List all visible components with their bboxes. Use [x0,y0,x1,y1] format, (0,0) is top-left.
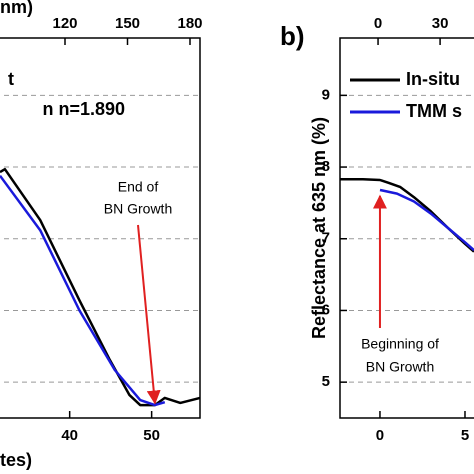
annotation: Beginning of [361,336,439,352]
data-line [379,188,474,252]
data-line [0,174,166,407]
annotation: BN Growth [366,359,434,375]
annotation: BN Growth [104,201,172,217]
axis-label: tes) [0,450,32,470]
legend-label: t [8,69,14,89]
y-tick-label: 9 [322,86,330,103]
x2-tick-label: 120 [52,15,77,32]
legend-label: In-situ [406,69,460,89]
legend-label: TMM s [406,101,462,121]
x-tick-label: 5 [461,427,469,444]
plot-frame [339,37,474,419]
y-tick-label: 5 [322,373,330,390]
data-line [0,167,201,407]
x2-tick-label: 150 [115,15,140,32]
y-tick-label: 7 [322,230,330,247]
annotation: End of [118,179,159,195]
x2-tick-label: 0 [374,15,382,32]
legend-label: n n=1.890 [42,99,125,119]
y-tick-label: 6 [322,301,330,318]
x-tick-label: 50 [143,427,160,444]
x2-tick-label: 30 [432,15,449,32]
annotation-arrow [137,224,161,405]
plot-frame [0,37,201,419]
x-tick-label: 40 [61,427,78,444]
data-line [340,177,474,253]
x-tick-label: 0 [376,427,384,444]
y-tick-label: 8 [322,158,330,175]
axis-label: Reflectance at 635 nm (%) [309,117,329,339]
axis-label: nm) [0,0,33,17]
x2-tick-label: 180 [177,15,202,32]
panel-label: b) [280,21,305,51]
